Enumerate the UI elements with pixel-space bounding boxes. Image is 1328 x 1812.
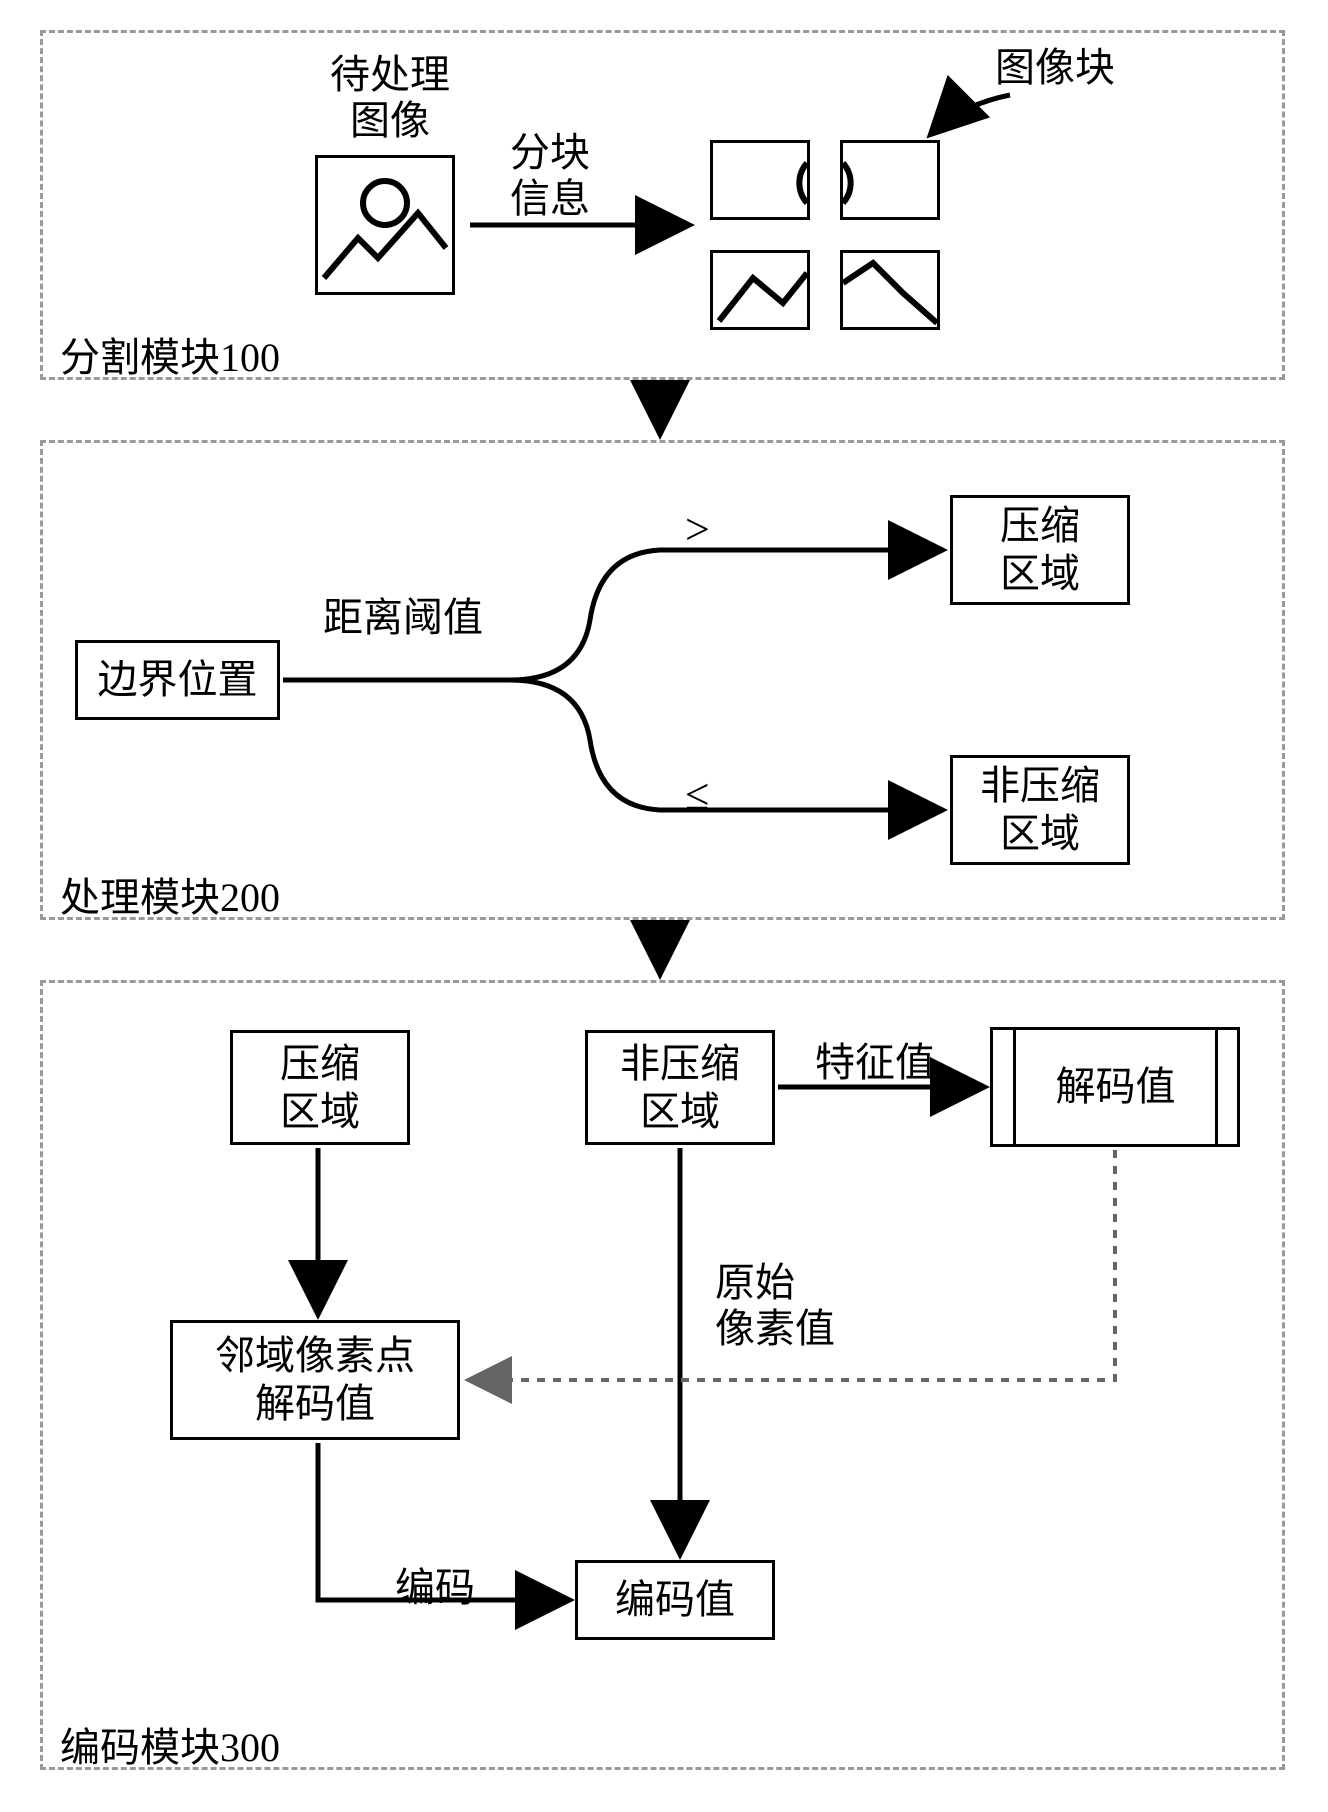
- m3-noncompress-text: 非压缩 区域: [620, 1040, 740, 1136]
- gt-label: >: [685, 505, 710, 556]
- decode-text: 解码值: [1056, 1063, 1176, 1111]
- neighbor-box: 邻域像素点 解码值: [170, 1320, 460, 1440]
- block-tr: [840, 140, 940, 220]
- arrow-label-blockinfo: 分块 信息: [490, 130, 610, 222]
- threshold-label: 距离阈值: [303, 595, 503, 641]
- neighbor-text: 邻域像素点 解码值: [215, 1332, 415, 1428]
- m3-compress-box: 压缩 区域: [230, 1030, 410, 1145]
- m3-compress-text: 压缩 区域: [280, 1040, 360, 1136]
- block-br: [840, 250, 940, 330]
- encode-label: 编码: [375, 1565, 495, 1611]
- noncompress-text: 非压缩 区域: [980, 762, 1100, 858]
- source-image-box: [315, 155, 455, 295]
- lte-label: ≤: [685, 770, 709, 821]
- boundary-text: 边界位置: [98, 656, 258, 704]
- decode-inner-box: 解码值: [1013, 1030, 1218, 1144]
- block-tl: [710, 140, 810, 220]
- m3-noncompress-box: 非压缩 区域: [585, 1030, 775, 1145]
- module1-label: 分割模块100: [60, 325, 280, 383]
- module3-label: 编码模块300: [60, 1715, 280, 1773]
- noncompress-region-box: 非压缩 区域: [950, 755, 1130, 865]
- encode-val-text: 编码值: [615, 1576, 735, 1624]
- block-bl: [710, 250, 810, 330]
- rawpixel-label: 原始 像素值: [715, 1260, 865, 1352]
- encode-val-box: 编码值: [575, 1560, 775, 1640]
- image-block-label: 图像块: [980, 45, 1130, 91]
- feature-label: 特征值: [800, 1040, 950, 1086]
- compress-text: 压缩 区域: [1000, 502, 1080, 598]
- compress-region-box: 压缩 区域: [950, 495, 1130, 605]
- title-source-image: 待处理 图像: [300, 52, 480, 144]
- module2-label: 处理模块200: [60, 865, 280, 923]
- boundary-box: 边界位置: [75, 640, 280, 720]
